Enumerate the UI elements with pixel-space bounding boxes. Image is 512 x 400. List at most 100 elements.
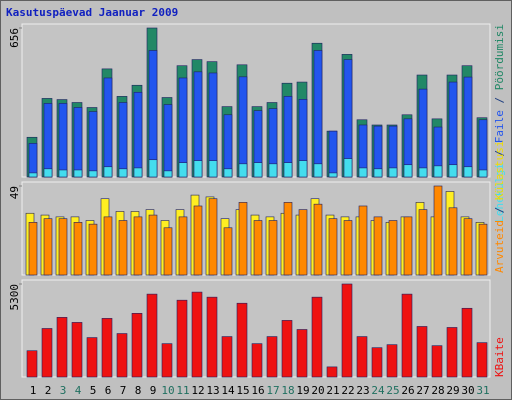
bar [463,218,473,276]
bar [191,291,203,378]
bar [478,169,488,178]
bar [431,345,443,378]
x-tick-label: 28 [431,384,444,397]
bar [251,343,263,378]
bar [163,227,173,276]
bar [148,159,158,178]
bar [118,168,128,178]
x-tick-label: 2 [45,384,52,397]
x-tick-label: 10 [161,384,174,397]
legend: Lehekülgi / Faile / Pöördumisi [493,24,506,223]
bar [28,222,38,276]
bar [281,320,293,378]
bar [448,81,458,178]
y-max-label: 5300 [8,284,21,311]
bar [401,293,413,378]
bar [118,220,128,276]
bar [148,214,158,276]
bar [388,167,398,178]
bar [221,336,233,378]
bar [101,318,113,378]
bar [371,347,383,378]
bar [163,170,173,178]
bar [178,77,188,178]
bar [73,222,83,276]
bar [206,296,218,378]
bar [238,202,248,276]
bar [268,163,278,178]
legend-entry: Faile [493,110,506,143]
bar [418,167,428,178]
bar [43,103,53,178]
bar [58,103,68,178]
bar [73,169,83,178]
bar [238,163,248,178]
bar [133,167,143,178]
bar [478,119,488,178]
bar [448,164,458,178]
x-tick-label: 24 [371,384,385,397]
bar [446,327,458,378]
bar [283,162,293,178]
bar [373,168,383,178]
bar [328,218,338,276]
bar [43,168,53,178]
x-tick-label: 7 [120,384,127,397]
bar [103,77,113,178]
x-tick-label: 18 [281,384,294,397]
bar [223,114,233,178]
bar [283,202,293,276]
bar [328,130,338,178]
x-tick-label: 31 [476,384,489,397]
bar [116,333,128,378]
legend-entry: Pöördumisi [493,24,506,90]
x-tick-label: 8 [135,384,142,397]
bar [448,207,458,276]
bar [223,168,233,178]
x-tick-label: 11 [176,384,189,397]
bar [298,160,308,178]
bar [163,104,173,178]
x-tick-label: 23 [356,384,369,397]
legend-entry: Külastusi [493,141,506,201]
bar [253,220,263,276]
x-tick-label: 17 [266,384,279,397]
bar [193,160,203,178]
bar [88,223,98,276]
x-tick-label: 14 [221,384,235,397]
x-tick-label: 27 [416,384,429,397]
bar [208,198,218,276]
bar [463,166,473,178]
legend-separator: / [493,200,506,220]
bar [358,205,368,276]
bar [328,172,338,178]
bar [416,326,428,378]
bar [403,164,413,178]
legend-entry: KBaite [493,337,506,377]
x-tick-label: 3 [60,384,67,397]
x-tick-label: 9 [150,384,157,397]
legend: Arvuteid / Külastusi [493,141,506,273]
bar [478,223,488,276]
bar [461,307,473,378]
bar [178,216,188,276]
bar [73,107,83,178]
x-tick-label: 30 [461,384,474,397]
bar [313,203,323,276]
x-tick-label: 5 [90,384,97,397]
bar [86,337,98,378]
bar [193,205,203,276]
x-tick-label: 16 [251,384,264,397]
x-tick-label: 19 [296,384,309,397]
x-tick-label: 29 [446,384,459,397]
bar [313,50,323,178]
bar [433,165,443,178]
legend-separator: / [493,90,506,110]
bar [313,163,323,178]
bar [341,283,353,378]
bar [463,76,473,178]
x-tick-label: 21 [326,384,339,397]
x-tick-label: 26 [401,384,414,397]
bar [236,302,248,378]
